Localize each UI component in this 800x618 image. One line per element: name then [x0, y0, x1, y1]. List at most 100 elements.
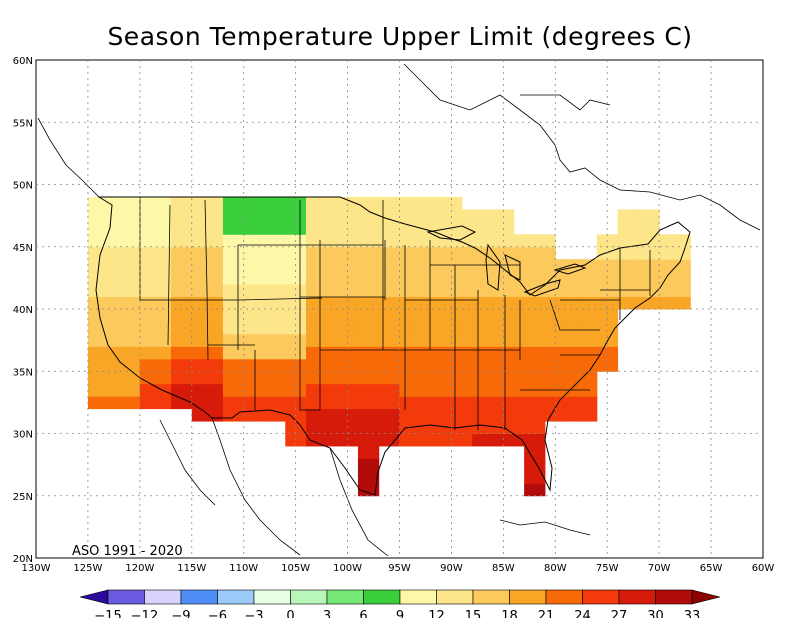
temperature-cell: [544, 321, 556, 335]
temperature-cell: [212, 259, 224, 273]
temperature-cell: [171, 358, 182, 372]
temperature-cell: [430, 209, 442, 223]
temperature-cell: [659, 296, 671, 310]
temperature-cell: [222, 271, 234, 285]
temperature-cell: [347, 209, 359, 223]
temperature-cell: [254, 309, 265, 322]
temperature-cell: [534, 296, 546, 310]
temperature-cell: [160, 358, 172, 372]
temperature-cell: [191, 408, 203, 422]
temperature-cell: [368, 284, 380, 298]
temperature-cell: [316, 421, 328, 434]
mexico-coast: [159, 417, 591, 557]
temperature-cell: [202, 358, 214, 372]
temperature-cell: [202, 246, 214, 260]
temperature-cell: [306, 421, 317, 434]
temperature-cell: [191, 246, 203, 260]
temperature-cell: [669, 296, 681, 310]
temperature-cell: [482, 246, 494, 260]
temperature-cell: [347, 346, 359, 360]
temperature-cell: [326, 259, 338, 273]
temperature-cell: [441, 408, 452, 422]
temperature-cell: [98, 221, 110, 235]
temperature-cell: [202, 396, 214, 410]
temperature-cell: [119, 196, 130, 210]
temperature-cell: [264, 271, 276, 285]
colorbar-tick-label: −6: [208, 609, 227, 618]
temperature-cell: [98, 371, 110, 385]
temperature-cell: [576, 309, 587, 322]
temperature-cell: [264, 371, 276, 385]
temperature-cell: [534, 234, 546, 248]
temperature-cell: [389, 234, 400, 248]
temperature-cell: [389, 333, 400, 347]
colorbar-tick-label: 30: [647, 609, 664, 618]
colorbar-swatch: [290, 589, 328, 605]
temperature-cell: [378, 333, 390, 347]
temperature-cell: [586, 346, 598, 360]
temperature-cell: [202, 408, 214, 422]
temperature-cell: [669, 246, 681, 260]
temperature-cell: [326, 196, 338, 210]
temperature-cell: [212, 284, 224, 298]
temperature-cell: [337, 259, 349, 273]
temperature-cell: [212, 371, 224, 385]
temperature-cell: [285, 284, 297, 298]
lon-tick-label: 115W: [177, 563, 206, 574]
temperature-cell: [607, 284, 619, 298]
temperature-cell: [108, 321, 120, 335]
temperature-cell: [482, 408, 494, 422]
temperature-cell: [139, 209, 151, 223]
temperature-cell: [555, 271, 567, 285]
temperature-cell: [399, 234, 411, 248]
temperature-cell: [171, 371, 182, 385]
temperature-cell: [119, 234, 130, 248]
temperature-cell: [368, 396, 380, 410]
temperature-cell: [534, 371, 546, 385]
temperature-cell: [129, 209, 141, 223]
temperature-cell: [441, 209, 452, 223]
temperature-cell: [503, 284, 515, 298]
temperature-cell: [212, 271, 224, 285]
temperature-cell: [544, 234, 556, 248]
temperature-cell: [492, 209, 504, 223]
temperature-cell: [285, 309, 297, 322]
temperature-cell: [378, 209, 390, 223]
temperature-cell: [378, 421, 390, 434]
temperature-cell: [254, 221, 265, 235]
temperature-cell: [108, 371, 120, 385]
temperature-cell: [430, 358, 442, 372]
temperature-cell: [451, 246, 463, 260]
temperature-cell: [399, 408, 411, 422]
temperature-cell: [150, 296, 162, 310]
temperature-cell: [306, 196, 317, 210]
temperature-cell: [233, 396, 245, 410]
temperature-cell: [576, 346, 587, 360]
temperature-cell: [607, 246, 619, 260]
temperature-cell: [638, 259, 650, 273]
temperature-cell: [243, 234, 255, 248]
temperature-cell: [617, 209, 629, 223]
temperature-cell: [160, 383, 172, 397]
temperature-cell: [409, 333, 421, 347]
temperature-cell: [430, 196, 442, 210]
temperature-cell: [326, 433, 338, 447]
temperature-cell: [638, 296, 650, 310]
temperature-cell: [98, 321, 110, 335]
temperature-cell: [524, 421, 536, 434]
temperature-cell: [430, 296, 442, 310]
lat-tick-label: 45N: [13, 243, 33, 254]
temperature-cell: [420, 196, 432, 210]
temperature-cell: [337, 296, 349, 310]
temperature-cell: [441, 358, 452, 372]
temperature-cell: [441, 433, 452, 447]
temperature-cell: [222, 346, 234, 360]
temperature-cell: [492, 346, 504, 360]
temperature-cell: [243, 408, 255, 422]
temperature-cell: [430, 309, 442, 322]
temperature-cell: [482, 259, 494, 273]
temperature-cell: [617, 259, 629, 273]
temperature-cell: [357, 421, 369, 434]
temperature-cell: [389, 421, 400, 434]
temperature-cell: [326, 209, 338, 223]
